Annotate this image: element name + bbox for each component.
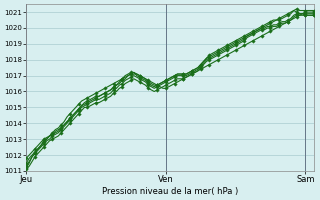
X-axis label: Pression niveau de la mer( hPa ): Pression niveau de la mer( hPa ) (102, 187, 238, 196)
